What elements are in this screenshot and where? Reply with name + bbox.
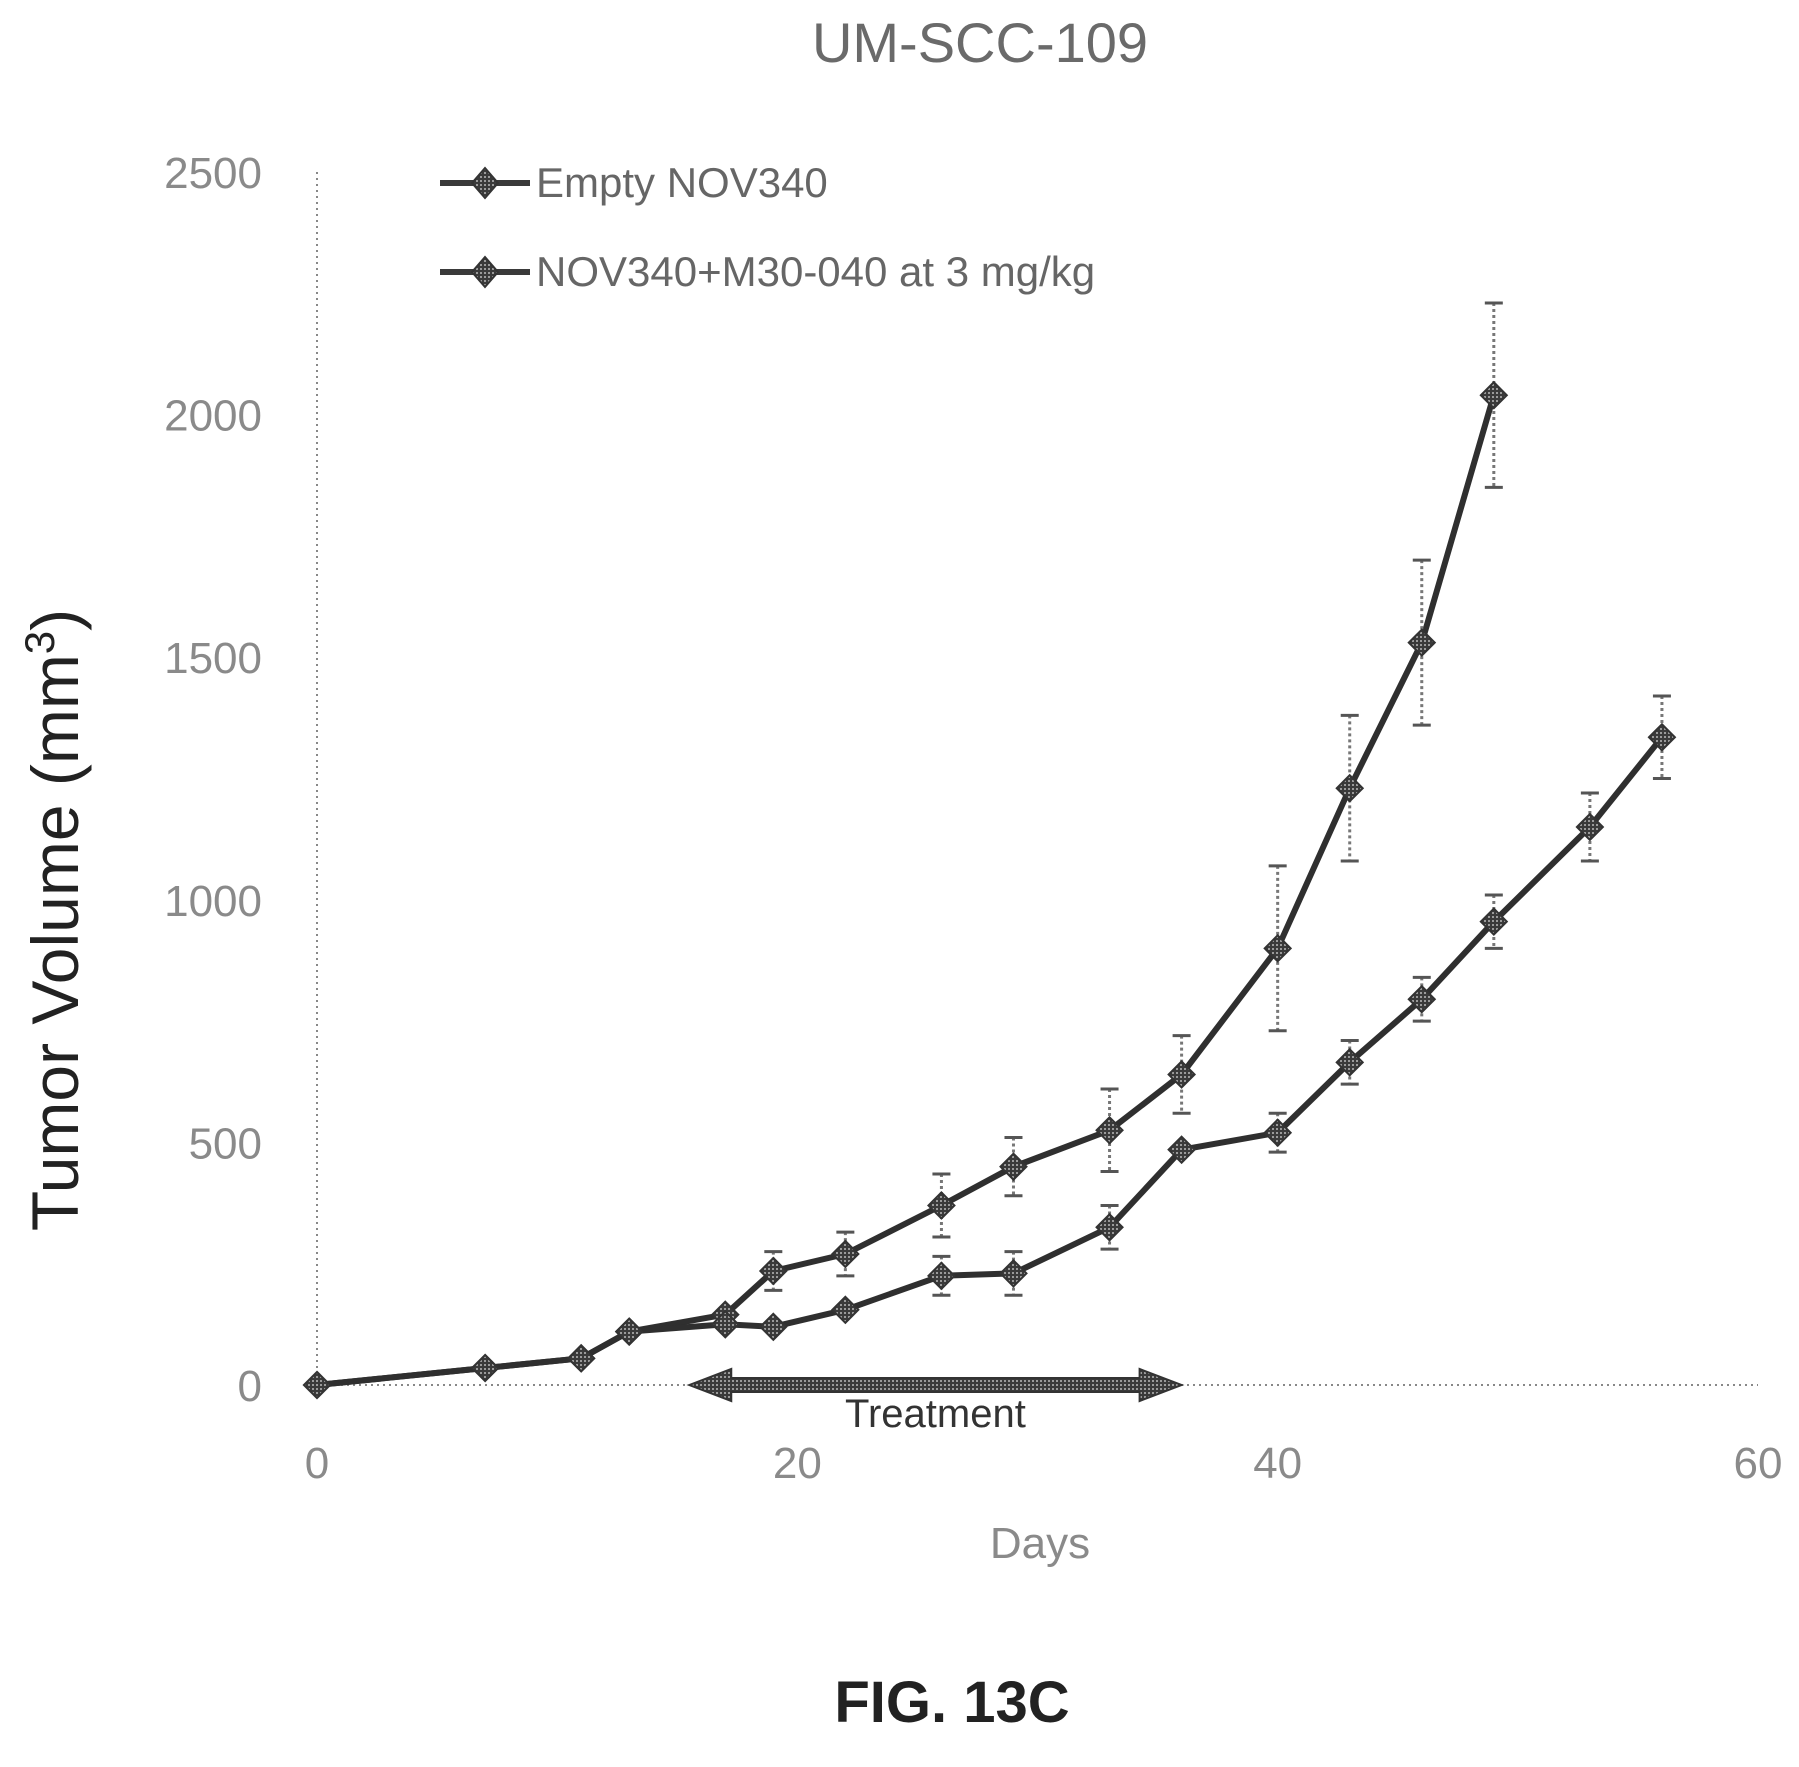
series-line xyxy=(316,735,1665,1388)
error-bar xyxy=(1580,791,1599,863)
data-point-marker xyxy=(710,1309,740,1339)
data-point-marker xyxy=(1479,907,1509,937)
legend-label-empty-nov340: Empty NOV340 xyxy=(536,159,828,206)
y-tick-labels: 0 500 1000 1500 2000 2500 xyxy=(164,149,262,1411)
legend-marker-nov340-m30 xyxy=(470,255,500,289)
x-tick-label: 20 xyxy=(773,1439,822,1488)
y-tick-label: 2500 xyxy=(164,149,262,198)
error-bar xyxy=(1100,1203,1119,1251)
data-point-marker xyxy=(470,1353,500,1383)
data-point-marker xyxy=(1647,722,1677,752)
error-bar xyxy=(1652,694,1671,780)
chart-title: UM-SCC-109 xyxy=(812,11,1148,74)
data-point-marker xyxy=(1095,1212,1124,1242)
data-point-marker xyxy=(927,1191,956,1220)
error-bar xyxy=(1412,975,1431,1023)
data-point-marker xyxy=(1095,1115,1124,1145)
y-tick-label: 0 xyxy=(238,1362,262,1411)
data-point-marker xyxy=(1575,812,1605,842)
error-bar xyxy=(1100,1087,1119,1174)
data-point-marker xyxy=(1263,1118,1293,1148)
error-bar xyxy=(1004,1136,1023,1198)
legend-label-nov340-m30: NOV340+M30-040 at 3 mg/kg xyxy=(536,248,1095,295)
series-line xyxy=(316,394,1497,1388)
data-point-marker xyxy=(1335,1047,1365,1077)
treatment-label: Treatment xyxy=(845,1392,1026,1436)
y-tick-label: 1500 xyxy=(164,634,262,683)
legend-marker-empty-nov340 xyxy=(470,166,500,200)
data-point-marker xyxy=(927,1261,956,1291)
x-tick-label: 60 xyxy=(1734,1439,1783,1488)
data-point-marker xyxy=(1167,1060,1197,1089)
error-bar xyxy=(1412,558,1431,727)
data-point-marker xyxy=(830,1295,860,1325)
y-axis-label-superscript: 3 xyxy=(16,631,63,654)
error-bar xyxy=(836,1230,855,1278)
y-axis-label: Tumor Volume (mm3) xyxy=(16,609,92,1231)
x-tick-label: 0 xyxy=(305,1439,329,1488)
data-point-marker xyxy=(566,1343,596,1373)
data-point-marker xyxy=(1407,628,1437,658)
data-point-marker xyxy=(1263,933,1293,963)
series-1 xyxy=(302,301,1509,1400)
error-bar xyxy=(1340,1039,1359,1086)
treatment-annotation: Treatment xyxy=(686,1367,1185,1436)
x-tick-labels: 0 20 40 60 xyxy=(305,1439,1783,1488)
data-point-marker xyxy=(614,1317,644,1347)
data-point-marker xyxy=(758,1312,788,1342)
treatment-arrow xyxy=(686,1367,1185,1403)
data-point-marker xyxy=(999,1152,1028,1182)
figure-caption: FIG. 13C xyxy=(834,1670,1069,1735)
data-point-marker xyxy=(1407,984,1437,1014)
y-axis-label-close: ) xyxy=(18,609,92,631)
plot-area xyxy=(302,301,1677,1400)
data-point-marker xyxy=(758,1256,788,1286)
data-point-marker xyxy=(999,1258,1028,1288)
data-point-marker xyxy=(830,1239,860,1269)
data-point-marker xyxy=(1335,773,1365,803)
error-bar xyxy=(1268,864,1287,1033)
data-point-marker xyxy=(302,1370,332,1400)
data-point-marker xyxy=(1479,380,1509,410)
y-tick-label: 2000 xyxy=(164,392,262,441)
data-point-marker xyxy=(1167,1135,1197,1165)
series-2 xyxy=(302,694,1677,1400)
error-bar xyxy=(1004,1250,1023,1297)
y-tick-label: 1000 xyxy=(164,877,262,926)
legend: Empty NOV340 NOV340+M30-040 at 3 mg/kg xyxy=(440,159,1095,295)
x-tick-label: 40 xyxy=(1253,1439,1302,1488)
x-axis-label: Days xyxy=(990,1519,1090,1568)
y-tick-label: 500 xyxy=(189,1119,262,1168)
